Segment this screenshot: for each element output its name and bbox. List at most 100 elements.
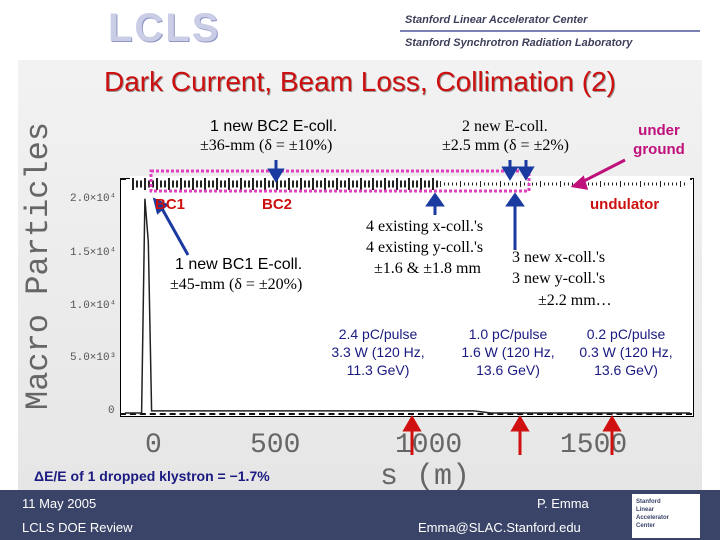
y-tick-label: 1.5×10⁴ (70, 247, 117, 259)
beamline-element (140, 180, 142, 188)
xcoll-label-1: 4 existing x-coll.'s (366, 218, 484, 235)
beamline-element (552, 182, 553, 186)
bc1-coll-label-1: 1 new BC1 E-coll. (175, 256, 303, 273)
beamline-element (596, 182, 597, 186)
beamline-element (536, 182, 537, 186)
beamline-element (472, 182, 473, 186)
x-tick-label: 1000 (395, 430, 463, 461)
beamline-element (424, 180, 426, 188)
beamline-element (676, 182, 677, 186)
collimation-region-box (149, 169, 531, 193)
beamline-element (244, 180, 246, 188)
beamline-element (684, 182, 685, 186)
beam-loss-3-line-1: 0.2 pC/pulse (586, 326, 666, 342)
beamline-elements (132, 178, 685, 190)
beamline-element (516, 182, 517, 186)
newcoll-label-3: ±2.2 mm… (538, 292, 612, 309)
beamline-element (612, 182, 613, 186)
beamline-element (660, 181, 661, 187)
beam-loss-arrowhead-3 (602, 415, 622, 432)
beam-loss-2-line-2: 1.6 W (120 Hz, (461, 344, 555, 360)
beamline-element (304, 180, 306, 188)
beamline-element (456, 182, 457, 186)
beamline-element (232, 180, 234, 188)
footer-event: LCLS DOE Review (22, 520, 133, 535)
beamline-element (636, 182, 637, 186)
beamline-element (328, 180, 330, 188)
beamline-element (324, 178, 326, 190)
beamline-element (680, 181, 681, 187)
beamline-element (188, 180, 190, 188)
beamline-element (348, 178, 350, 190)
beamline-element (652, 182, 653, 186)
beamline-element (604, 182, 605, 186)
bc1-label: BC1 (155, 196, 186, 213)
beam-loss-1-line-2: 3.3 W (120 Hz, (331, 344, 425, 360)
beamline-element (532, 182, 533, 186)
beamline-element (520, 181, 521, 187)
beamline-element (372, 178, 374, 190)
beamline-element (468, 182, 469, 186)
beamline-element (288, 178, 290, 190)
org-line-1: Stanford Linear Accelerator Center (405, 14, 588, 26)
beamline-element (540, 181, 541, 187)
macro-particles-curve (125, 198, 690, 414)
beamline-element (332, 180, 334, 188)
xcoll-label-2: 4 existing y-coll.'s (366, 239, 484, 256)
beamline-element (432, 178, 434, 190)
beamline-element (428, 180, 430, 188)
beamline-element (496, 182, 497, 186)
beamline-element (656, 182, 657, 186)
beamline-element (384, 178, 386, 190)
beamline-element (256, 180, 258, 188)
beam-loss-3-line-2: 0.3 W (120 Hz, (579, 344, 673, 360)
beamline-element (360, 178, 362, 190)
beamline-element (264, 178, 266, 190)
under-ground-arrowhead (570, 175, 589, 190)
beamline-element (152, 180, 154, 188)
beamline-element (592, 182, 593, 186)
beamline-element (412, 180, 414, 188)
y-tick-label: 0 (108, 405, 115, 417)
klystron-note: ΔE/E of 1 dropped klystron = −1.7% (34, 468, 270, 484)
bc2-coll-label-1: 1 new BC2 E-coll. (210, 118, 338, 135)
new-collimator-arrowhead (505, 192, 525, 207)
slac-logo-box (632, 494, 700, 538)
beamline-element (272, 180, 274, 188)
footer-date: 11 May 2005 (22, 496, 97, 511)
beamline-element (172, 180, 174, 188)
bc1-coll-label-2: ±45-mm (δ = ±20%) (170, 276, 303, 293)
bc1-collimator-arrowhead (152, 197, 169, 215)
beamline-element (488, 182, 489, 186)
beamline-element (672, 182, 673, 186)
beamline-element (452, 182, 453, 186)
beamline-element (480, 181, 481, 187)
beamline-element (148, 180, 150, 188)
footer-author: P. Emma (537, 496, 589, 511)
beamline-element (260, 180, 262, 188)
beamline-element (664, 182, 665, 186)
beamline-element (308, 180, 310, 188)
beamline-element (508, 182, 509, 186)
beam-loss-arrowhead-2 (510, 415, 530, 432)
beamline-element (160, 180, 162, 188)
beamline-element (476, 182, 477, 186)
beamline-element (460, 181, 461, 187)
beamline-element (464, 182, 465, 186)
beamline-element (156, 178, 158, 190)
beamline-element (144, 178, 146, 190)
beamline-element (388, 180, 390, 188)
beamline-element (356, 180, 358, 188)
beamline-element (620, 181, 621, 187)
under-ground-label-1: under (638, 122, 680, 139)
bc1-collimator-arrow (158, 204, 190, 256)
beamline-element (240, 178, 242, 190)
beamline-element (248, 180, 250, 188)
bc2-coll-label-2: ±36-mm (δ = ±10%) (200, 137, 333, 154)
beamline-element (572, 182, 573, 186)
lcls-logo: LCLS (108, 6, 221, 50)
beam-loss-1-line-1: 2.4 pC/pulse (338, 326, 418, 342)
org-line-2: Stanford Synchrotron Radiation Laborator… (405, 37, 633, 49)
beamline-element (500, 181, 501, 187)
